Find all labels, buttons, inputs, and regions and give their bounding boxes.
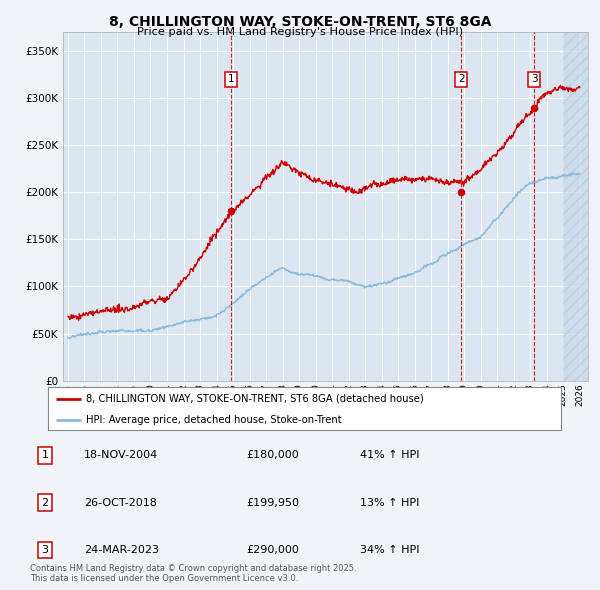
Text: 1: 1 <box>228 74 235 84</box>
Text: 41% ↑ HPI: 41% ↑ HPI <box>360 451 419 460</box>
Text: 18-NOV-2004: 18-NOV-2004 <box>84 451 158 460</box>
Text: £180,000: £180,000 <box>246 451 299 460</box>
Text: Price paid vs. HM Land Registry's House Price Index (HPI): Price paid vs. HM Land Registry's House … <box>137 27 463 37</box>
Text: 3: 3 <box>41 545 49 555</box>
Bar <box>563 32 588 381</box>
Text: 13% ↑ HPI: 13% ↑ HPI <box>360 498 419 507</box>
Text: 24-MAR-2023: 24-MAR-2023 <box>84 545 159 555</box>
Text: 3: 3 <box>531 74 538 84</box>
Text: Contains HM Land Registry data © Crown copyright and database right 2025.
This d: Contains HM Land Registry data © Crown c… <box>30 563 356 583</box>
Text: HPI: Average price, detached house, Stoke-on-Trent: HPI: Average price, detached house, Stok… <box>86 415 342 425</box>
Text: £199,950: £199,950 <box>246 498 299 507</box>
Text: 2: 2 <box>41 498 49 507</box>
Text: 8, CHILLINGTON WAY, STOKE-ON-TRENT, ST6 8GA (detached house): 8, CHILLINGTON WAY, STOKE-ON-TRENT, ST6 … <box>86 394 424 404</box>
Text: 26-OCT-2018: 26-OCT-2018 <box>84 498 157 507</box>
Text: £290,000: £290,000 <box>246 545 299 555</box>
Text: 2: 2 <box>458 74 464 84</box>
Text: 8, CHILLINGTON WAY, STOKE-ON-TRENT, ST6 8GA: 8, CHILLINGTON WAY, STOKE-ON-TRENT, ST6 … <box>109 15 491 30</box>
Text: 34% ↑ HPI: 34% ↑ HPI <box>360 545 419 555</box>
Text: 1: 1 <box>41 451 49 460</box>
